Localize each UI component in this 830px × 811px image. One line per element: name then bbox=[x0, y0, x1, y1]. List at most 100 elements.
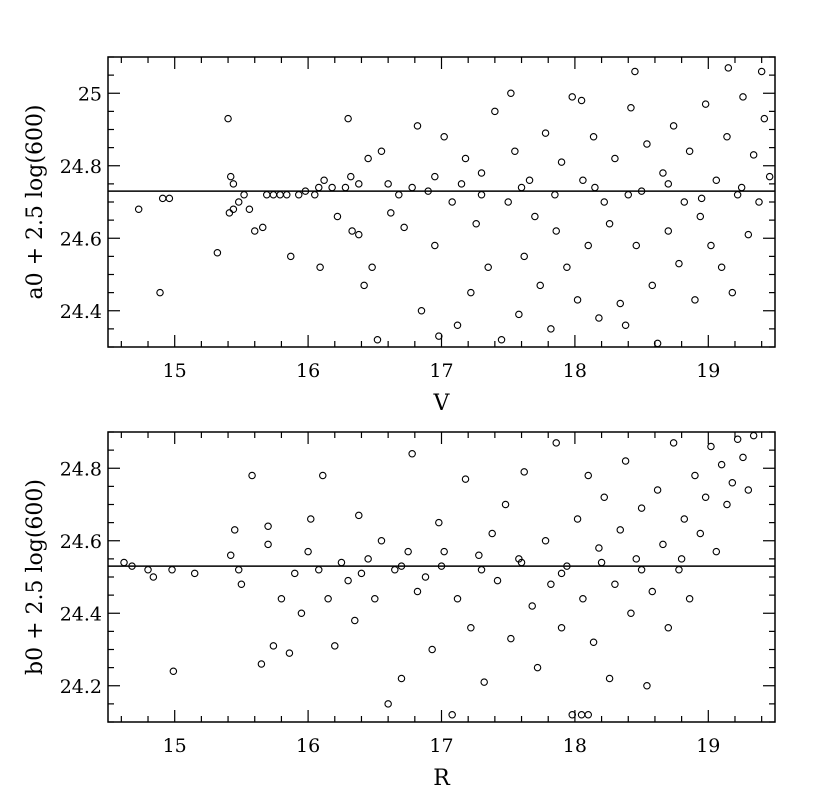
data-point bbox=[511, 147, 519, 156]
data-point bbox=[448, 198, 456, 206]
data-point bbox=[717, 263, 726, 271]
data-point bbox=[501, 500, 510, 509]
data-point bbox=[717, 460, 726, 469]
data-point bbox=[234, 198, 243, 206]
data-point bbox=[467, 623, 475, 632]
data-point bbox=[250, 227, 259, 235]
data-point bbox=[707, 442, 715, 451]
data-point bbox=[158, 194, 167, 203]
data-point bbox=[230, 526, 239, 534]
data-point bbox=[589, 638, 598, 646]
data-point bbox=[621, 457, 630, 465]
data-point bbox=[128, 562, 136, 570]
data-point bbox=[541, 536, 550, 545]
data-point bbox=[723, 500, 731, 509]
y-tick-labels-v: 24.4 24.6 24.8 25 bbox=[60, 83, 102, 323]
data-point bbox=[691, 471, 699, 480]
data-point bbox=[364, 555, 372, 563]
data-point bbox=[504, 198, 512, 206]
data-point bbox=[624, 191, 633, 199]
data-point bbox=[311, 191, 319, 199]
x-axis-label-v: V bbox=[433, 391, 451, 416]
axis-ticks-r bbox=[108, 431, 775, 723]
data-point bbox=[557, 158, 566, 166]
data-point bbox=[461, 154, 470, 163]
data-point bbox=[373, 335, 382, 344]
data-point bbox=[584, 471, 592, 480]
data-point bbox=[589, 133, 598, 141]
y-tick-label: 24.6 bbox=[60, 228, 102, 250]
data-point bbox=[355, 230, 363, 239]
data-point bbox=[421, 573, 430, 581]
data-point bbox=[677, 555, 686, 563]
data-point bbox=[707, 241, 715, 250]
data-point bbox=[295, 191, 303, 199]
data-point bbox=[696, 212, 705, 221]
top-panel-v: 15 16 17 18 19 24.4 24.6 24.8 25 V a0 + 2.5 log… bbox=[23, 56, 776, 416]
data-point bbox=[258, 223, 267, 232]
data-point bbox=[507, 89, 515, 98]
data-point bbox=[616, 299, 625, 308]
data-point bbox=[536, 281, 544, 290]
x-tick-labels-v: 15 16 17 18 19 bbox=[163, 360, 721, 382]
data-point bbox=[387, 209, 395, 217]
data-point bbox=[491, 107, 499, 116]
data-point bbox=[547, 580, 555, 588]
data-point bbox=[391, 565, 399, 574]
data-point bbox=[664, 180, 673, 188]
data-point bbox=[384, 700, 392, 708]
data-point bbox=[431, 172, 439, 181]
data-point bbox=[484, 263, 492, 271]
data-point bbox=[632, 241, 641, 250]
data-point bbox=[737, 183, 746, 192]
data-point bbox=[497, 335, 506, 344]
data-point bbox=[577, 710, 586, 719]
data-point bbox=[515, 310, 523, 319]
data-point bbox=[477, 565, 486, 574]
data-point bbox=[579, 176, 587, 185]
data-point bbox=[307, 515, 315, 523]
data-point bbox=[595, 544, 603, 552]
data-point bbox=[467, 288, 475, 297]
data-point bbox=[616, 526, 625, 534]
data-point bbox=[285, 649, 294, 657]
data-point bbox=[229, 180, 238, 188]
data-point bbox=[632, 555, 641, 563]
data-point bbox=[315, 565, 323, 574]
data-point bbox=[257, 660, 266, 668]
data-point bbox=[648, 281, 657, 290]
x-tick-label: 15 bbox=[163, 360, 187, 382]
data-point bbox=[134, 205, 143, 214]
data-point bbox=[517, 183, 526, 192]
data-point bbox=[328, 183, 336, 192]
data-point bbox=[547, 325, 555, 333]
data-point bbox=[733, 435, 742, 443]
data-point bbox=[337, 558, 346, 567]
data-point bbox=[304, 547, 312, 556]
data-point bbox=[723, 133, 731, 141]
data-point bbox=[262, 191, 271, 199]
data-point bbox=[156, 288, 164, 297]
data-point bbox=[384, 180, 392, 188]
data-point bbox=[696, 529, 705, 538]
data-point bbox=[568, 93, 576, 101]
data-point bbox=[190, 569, 199, 578]
y-tick-label: 24.4 bbox=[60, 603, 102, 625]
data-point bbox=[760, 114, 769, 123]
data-point bbox=[739, 93, 747, 101]
data-point bbox=[437, 562, 446, 570]
data-point bbox=[424, 187, 432, 195]
data-point bbox=[643, 140, 651, 148]
data-point bbox=[680, 515, 689, 523]
y-axis-label-a0: a0 + 2.5 log(600) bbox=[23, 104, 48, 299]
data-point bbox=[669, 122, 678, 130]
data-point bbox=[541, 129, 550, 137]
data-point bbox=[297, 609, 306, 617]
data-point bbox=[757, 67, 766, 76]
data-point bbox=[226, 172, 235, 181]
data-point bbox=[240, 191, 248, 199]
data-point bbox=[226, 551, 235, 559]
data-point bbox=[371, 594, 379, 603]
data-point bbox=[728, 478, 737, 487]
data-point bbox=[749, 431, 758, 440]
